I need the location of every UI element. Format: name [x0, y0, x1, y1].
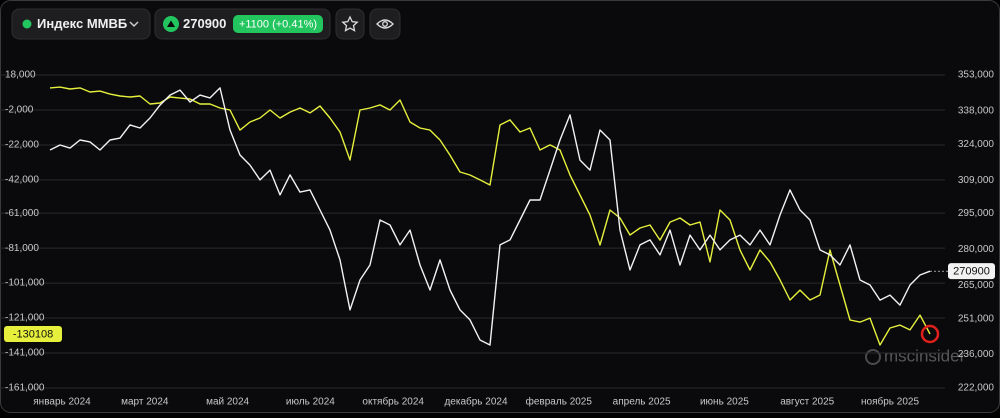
y-tick-label: -61,000 — [5, 208, 39, 219]
eye-icon — [376, 19, 394, 29]
watermark: mscinsider — [884, 346, 966, 365]
last-value-label: -130108 — [13, 328, 53, 340]
x-tick-label: май 2024 — [206, 397, 249, 408]
y2-tick-label: 309,000 — [958, 175, 995, 186]
y2-tick-label: 236,000 — [958, 349, 995, 360]
change-pill — [233, 15, 323, 33]
x-tick-label: июль 2024 — [286, 397, 335, 408]
y2-tick-label: 295,000 — [958, 208, 995, 219]
watermark-icon — [865, 349, 881, 365]
series-line — [49, 87, 931, 346]
y-tick-label: 18,000 — [5, 70, 36, 81]
x-tick-label: октябрь 2024 — [362, 396, 424, 408]
y-tick-label: -121,000 — [5, 313, 45, 324]
y2-tick-label: 222,000 — [958, 383, 995, 394]
y-tick-label: -42,000 — [5, 175, 39, 186]
visibility-button[interactable] — [369, 8, 401, 40]
series-line — [49, 86, 931, 346]
y-tick-label: -81,000 — [5, 243, 39, 254]
price-change: +1100 (+0.41%) — [239, 18, 317, 30]
y2-tick-label: 353,000 — [958, 70, 995, 81]
y2-tick-label: 280,000 — [958, 244, 995, 255]
x-tick-label: август 2025 — [780, 397, 834, 408]
favorite-button[interactable] — [335, 8, 365, 40]
last-value-pill — [948, 263, 995, 280]
y2-tick-label: 338,000 — [958, 105, 995, 116]
y-tick-label: -2,000 — [5, 105, 34, 116]
up-arrow — [167, 20, 175, 27]
last-point-marker — [920, 324, 940, 344]
x-tick-label: февраль 2025 — [526, 396, 593, 408]
x-tick-label: ноябрь 2025 — [861, 396, 919, 408]
status-dot — [22, 19, 32, 29]
y2-tick-label: 324,000 — [958, 139, 995, 150]
y2-tick-label: 251,000 — [958, 313, 995, 324]
x-tick-label: апрель 2025 — [613, 397, 671, 408]
y-tick-label: -22,000 — [5, 140, 39, 151]
price: 270900 — [183, 16, 226, 31]
last-value-label: 270900 — [953, 266, 990, 278]
x-tick-label: июнь 2025 — [700, 397, 749, 408]
dropdown-chevron — [129, 21, 139, 28]
ticker-selector[interactable] — [11, 8, 151, 40]
y2-tick-label: 265,000 — [958, 280, 995, 291]
eye-pupil — [382, 21, 388, 27]
last-value-pill — [4, 325, 62, 342]
star-icon — [341, 15, 359, 32]
x-tick-label: январь 2024 — [33, 397, 91, 408]
x-tick-label: декабрь 2024 — [444, 396, 508, 408]
y-tick-label: -161,000 — [5, 383, 45, 394]
x-tick-label: март 2024 — [121, 397, 169, 408]
ticker-title: Индекс ММВБ — [37, 16, 127, 31]
y-tick-label: -101,000 — [5, 278, 45, 289]
y-tick-label: -141,000 — [5, 348, 45, 359]
